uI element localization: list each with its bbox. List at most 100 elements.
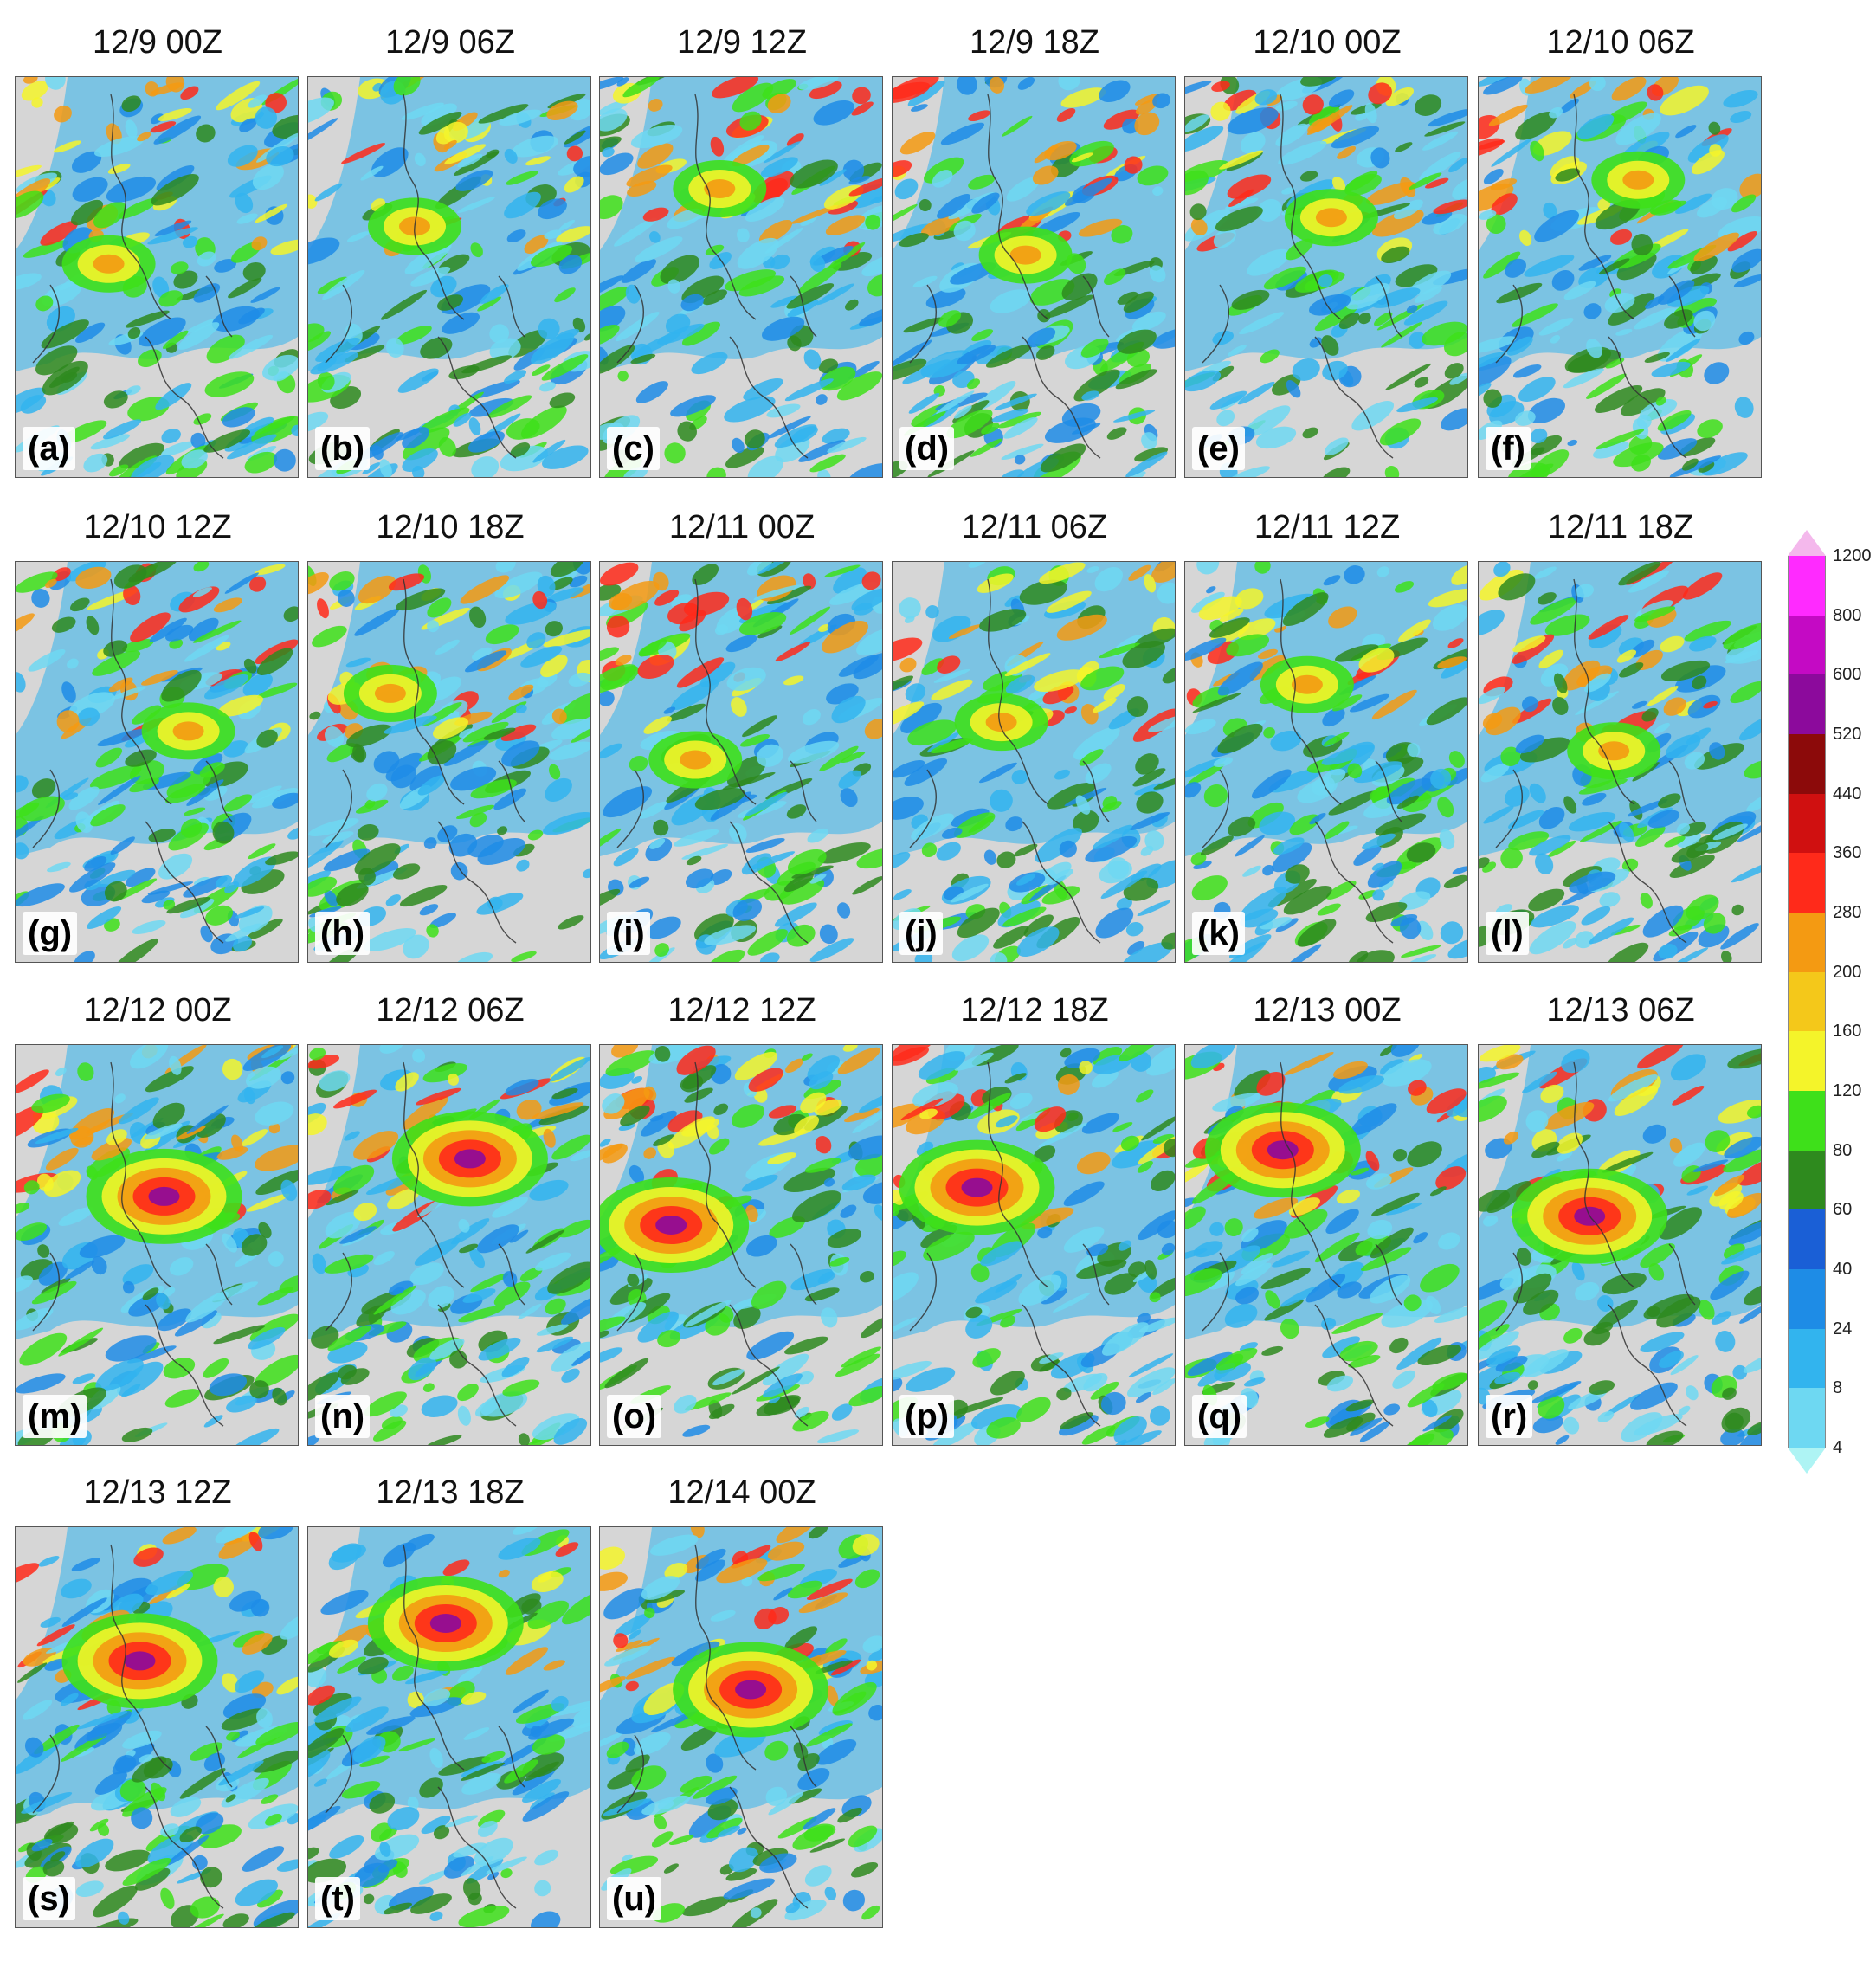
colorbar-tick-label: 160 — [1833, 1022, 1862, 1042]
coastline — [616, 1544, 817, 1909]
precip-field — [600, 77, 882, 477]
coastline — [325, 1061, 525, 1427]
coastline — [32, 1061, 233, 1427]
panel-title: 12/12 12Z — [667, 992, 816, 1029]
precip-field — [16, 1045, 298, 1445]
map-panel: 12/13 18Z (t) — [307, 1474, 593, 1961]
panel-title: 12/11 06Z — [961, 509, 1108, 545]
coastline — [32, 94, 233, 459]
precip-field — [893, 1045, 1175, 1445]
coastline — [909, 578, 1110, 944]
panel-label: (i) — [607, 912, 650, 955]
precipitation-map: (c) — [599, 76, 883, 478]
coastline — [1202, 578, 1402, 944]
precipitation-map: (m) — [15, 1044, 299, 1446]
map-panel: 12/12 00Z (m) — [15, 992, 300, 1479]
precipitation-map: (s) — [15, 1526, 299, 1928]
colorbar-tick-label: 280 — [1833, 903, 1862, 922]
precip-field — [16, 1527, 298, 1927]
coastline — [616, 578, 817, 944]
precipitation-map: (b) — [307, 76, 591, 478]
colorbar-swatch — [1788, 1031, 1826, 1091]
colorbar-tick-label: 440 — [1833, 784, 1862, 803]
colorbar-tick-label: 60 — [1833, 1200, 1853, 1220]
colorbar-legend: 4 8 24 40 60 80 120 160 200 280 360 440 520 600 800 120… — [1788, 530, 1876, 1482]
precipitation-map: (l) — [1478, 561, 1762, 963]
panel-label: (r) — [1486, 1395, 1533, 1438]
map-panel: 12/10 18Z (h) — [307, 509, 593, 996]
colorbar-tick-label: 520 — [1833, 725, 1862, 744]
panel-label: (t) — [315, 1877, 360, 1920]
precip-field — [1185, 1045, 1467, 1445]
panel-label: (l) — [1486, 912, 1529, 955]
colorbar-tick-label: 8 — [1833, 1378, 1843, 1398]
precip-field — [600, 1045, 882, 1444]
colorbar-swatch — [1788, 615, 1826, 675]
colorbar-tick-label: 4 — [1833, 1438, 1843, 1457]
coastline — [909, 1061, 1110, 1427]
map-panel: 12/9 06Z (b) — [307, 24, 593, 511]
panel-label: (k) — [1192, 912, 1245, 955]
map-panel: 12/10 00Z (e) — [1184, 24, 1470, 511]
panel-label: (p) — [899, 1395, 955, 1438]
precipitation-map: (g) — [15, 561, 299, 963]
precipitation-map: (u) — [599, 1526, 883, 1928]
panel-title: 12/14 00Z — [667, 1474, 816, 1511]
map-panel: 12/10 06Z (f) — [1478, 24, 1763, 511]
precip-field — [16, 77, 298, 477]
precip-field — [308, 562, 590, 962]
panel-label: (e) — [1192, 427, 1245, 470]
colorbar-tick-label: 360 — [1833, 843, 1862, 863]
colorbar-tick-label: 120 — [1833, 1081, 1862, 1100]
colorbar-swatch — [1788, 674, 1826, 734]
coastline — [1495, 1061, 1696, 1427]
map-panel: 12/13 12Z (s) — [15, 1474, 300, 1961]
panel-label: (d) — [899, 427, 955, 470]
panel-title: 12/13 06Z — [1546, 992, 1695, 1029]
panel-title: 12/9 00Z — [93, 24, 222, 61]
colorbar-tick-label: 40 — [1833, 1260, 1853, 1279]
panel-title: 12/9 06Z — [385, 24, 515, 61]
panel-title: 12/13 18Z — [376, 1474, 525, 1511]
precip-field — [893, 562, 1175, 962]
panel-title: 12/12 06Z — [376, 992, 525, 1029]
colorbar-swatch — [1788, 1269, 1826, 1329]
map-panel: 12/9 12Z (c) — [599, 24, 885, 511]
precipitation-map: (i) — [599, 561, 883, 963]
colorbar-swatch — [1788, 913, 1826, 972]
panel-label: (b) — [315, 427, 371, 470]
map-panel: 12/11 18Z (l) — [1478, 509, 1763, 996]
coastline — [325, 94, 525, 459]
colorbar-swatch — [1788, 1150, 1826, 1210]
panel-title: 12/10 12Z — [83, 509, 232, 545]
precipitation-map: (r) — [1478, 1044, 1762, 1446]
colorbar-tick-label: 200 — [1833, 962, 1862, 982]
precip-field — [1479, 562, 1761, 962]
colorbar-tick-label: 800 — [1833, 605, 1862, 625]
colorbar-swatch — [1788, 1209, 1826, 1269]
panel-label: (o) — [607, 1395, 662, 1438]
precip-field — [600, 562, 882, 962]
map-panel: 12/9 18Z (d) — [892, 24, 1177, 511]
coastline — [616, 94, 817, 459]
coastline — [616, 1061, 817, 1427]
panel-label: (m) — [23, 1395, 87, 1438]
precip-field — [1479, 77, 1761, 477]
precipitation-map: (q) — [1184, 1044, 1468, 1446]
map-panel: 12/12 12Z (o) — [599, 992, 885, 1479]
panel-title: 12/9 12Z — [677, 24, 807, 61]
precipitation-map: (a) — [15, 76, 299, 478]
precip-field — [600, 1527, 882, 1927]
panel-title: 12/9 18Z — [970, 24, 1099, 61]
coastline — [909, 94, 1110, 459]
precip-field — [893, 77, 1175, 477]
precip-field — [1479, 1045, 1761, 1445]
coastline — [1202, 94, 1402, 459]
panel-title: 12/10 18Z — [376, 509, 525, 545]
colorbar-swatch — [1788, 1388, 1826, 1448]
precipitation-map: (t) — [307, 1526, 591, 1928]
map-panel: 12/12 18Z (p) — [892, 992, 1177, 1479]
precipitation-map: (h) — [307, 561, 591, 963]
colorbar-tick-label: 24 — [1833, 1319, 1853, 1339]
